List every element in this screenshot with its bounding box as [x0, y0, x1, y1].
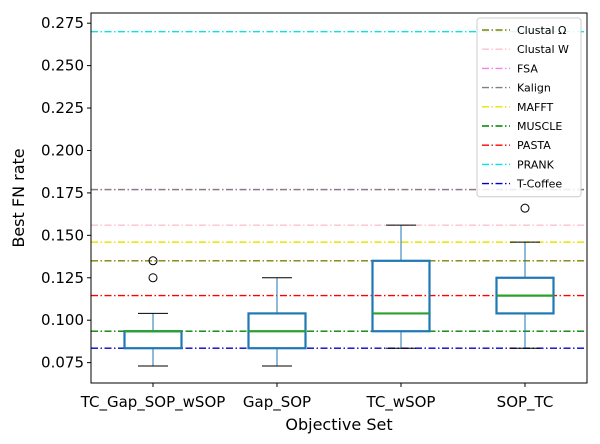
legend-label: FSA	[517, 62, 538, 75]
box-body	[371, 259, 431, 333]
legend-label: Clustal Ω	[517, 24, 566, 37]
plot-area-frame	[90, 12, 588, 384]
y-tick-label: 0.250	[41, 57, 84, 75]
x-tick-label: Gap_SOP	[243, 393, 311, 412]
y-tick-label: 0.150	[41, 226, 84, 244]
x-tick-label: SOP_TC	[497, 393, 554, 412]
y-tick-label: 0.275	[41, 14, 84, 32]
x-axis: TC_Gap_SOP_wSOP Gap_SOP TC_wSOP SOP_TC	[80, 383, 554, 412]
legend-box	[476, 17, 582, 198]
legend-label: T-Coffee	[516, 178, 562, 191]
y-tick-label: 0.075	[41, 354, 84, 372]
x-tick-label: TC_Gap_SOP_wSOP	[80, 393, 226, 412]
box-1	[247, 277, 307, 367]
y-axis: 0.075 0.100 0.125 0.150 0.175 0.200 0.225 0.250…	[41, 14, 91, 372]
outlier-point	[148, 256, 158, 266]
box-0	[123, 256, 183, 367]
legend-label: Clustal W	[517, 43, 569, 56]
x-axis-label: Objective Set	[285, 415, 392, 434]
legend-label: Kalign	[517, 82, 551, 95]
y-tick-label: 0.100	[41, 311, 84, 329]
legend: Clustal Ω Clustal W FSA Kalign MAFFT MUSCLE PA…	[476, 17, 582, 198]
box-series	[123, 203, 555, 367]
box-2	[371, 224, 431, 349]
box-body	[123, 330, 183, 350]
y-tick-label: 0.225	[41, 99, 84, 117]
y-tick-label: 0.200	[41, 141, 84, 159]
y-axis-label: Best FN rate	[9, 148, 28, 247]
legend-label: PRANK	[517, 158, 555, 171]
y-tick-label: 0.175	[41, 184, 84, 202]
y-tick-label: 0.125	[41, 269, 84, 287]
legend-label: MAFFT	[517, 101, 553, 114]
legend-label: PASTA	[517, 139, 551, 152]
outlier-point	[520, 203, 530, 213]
legend-label: MUSCLE	[517, 120, 562, 133]
x-tick-label: TC_wSOP	[366, 393, 436, 412]
outlier-point	[148, 273, 158, 283]
box-3	[495, 203, 555, 349]
